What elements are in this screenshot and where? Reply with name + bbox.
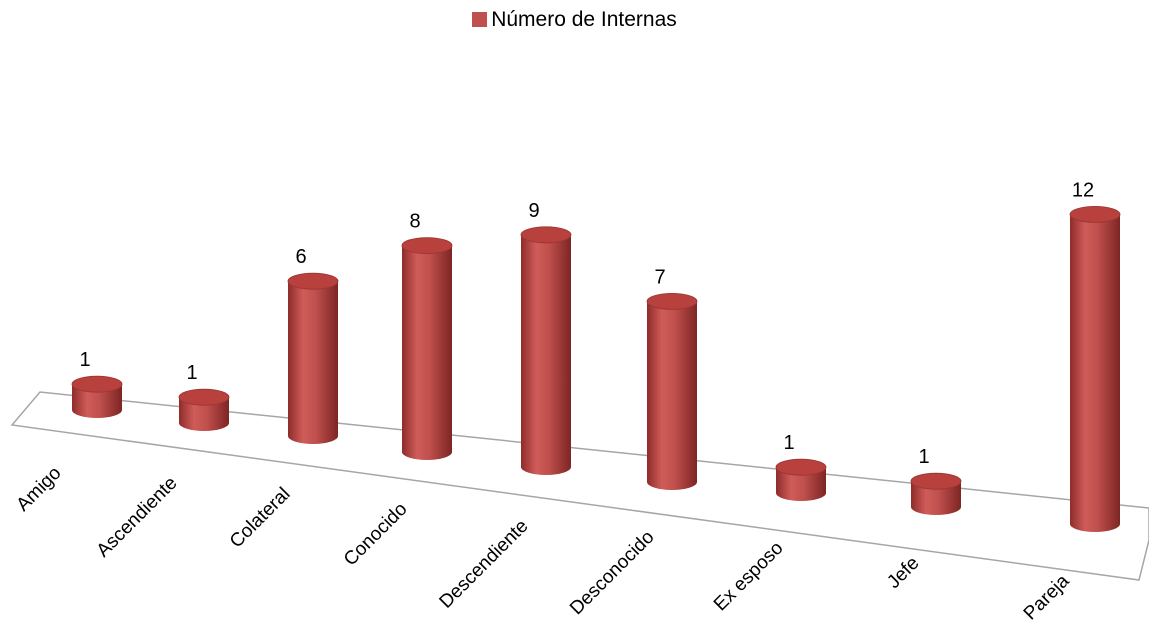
bar-body <box>776 467 826 501</box>
x-tick-label: Ascendiente <box>93 473 182 562</box>
bar-body <box>288 281 338 444</box>
bar-top <box>178 388 230 406</box>
legend-label: Número de Internas <box>491 8 677 31</box>
data-label: 1 <box>79 349 90 371</box>
bars-group <box>71 205 1121 532</box>
data-label: 1 <box>783 432 794 454</box>
bar-conocido <box>401 237 453 460</box>
bar-top <box>1069 205 1121 223</box>
bar-descendiente <box>520 226 572 475</box>
data-label: 9 <box>528 200 539 222</box>
data-label: 1 <box>918 446 929 468</box>
data-label: 1 <box>186 362 197 384</box>
bar-jefe <box>910 472 962 515</box>
data-label: 12 <box>1072 179 1094 201</box>
bar-ascendiente <box>178 388 230 431</box>
legend-swatch <box>472 12 488 27</box>
chart-legend: Número de Internas <box>0 8 1149 32</box>
bar-top <box>287 272 339 290</box>
bar-pareja <box>1069 205 1121 532</box>
data-labels: 1 1 6 8 9 7 1 1 12 <box>79 179 1094 468</box>
bar-body <box>179 397 229 431</box>
x-tick-label: Desconocido <box>566 527 659 620</box>
bar-amigo <box>71 375 123 418</box>
bar-body <box>1070 214 1120 532</box>
data-label: 6 <box>295 246 306 268</box>
bar-body <box>402 245 452 460</box>
bar-top <box>775 458 827 476</box>
data-label: 8 <box>409 211 420 233</box>
x-tick-label: Conocido <box>340 499 412 571</box>
bar-top <box>401 237 453 255</box>
bar-top <box>71 375 123 393</box>
bar-body <box>72 384 122 418</box>
bar-body <box>647 301 697 490</box>
x-tick-label: Descendiente <box>436 516 533 613</box>
x-tick-label: Jefe <box>883 553 923 593</box>
x-tick-label: Pareja <box>1020 570 1074 624</box>
x-tick-label: Amigo <box>13 463 66 516</box>
bar-top <box>520 226 572 244</box>
x-tick-label: Colateral <box>226 484 295 553</box>
bar-ex-esposo <box>775 458 827 501</box>
bar-colateral <box>287 272 339 444</box>
x-tick-label: Ex esposo <box>710 538 788 616</box>
bar-top <box>646 292 698 310</box>
bar-body <box>911 481 961 515</box>
bar-body <box>521 234 571 475</box>
data-label: 7 <box>654 266 665 288</box>
bar-top <box>910 472 962 490</box>
bar-desconocido <box>646 292 698 490</box>
